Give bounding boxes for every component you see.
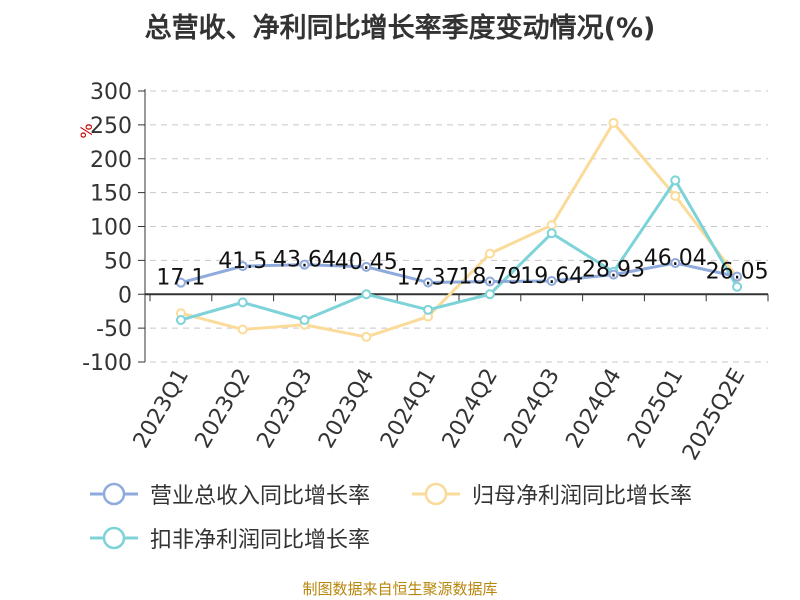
y-tick-label: -50 <box>96 317 132 342</box>
legend-marker-revenue <box>90 482 138 506</box>
legend-item-net-profit[interactable]: 归母净利润同比增长率 <box>410 478 692 510</box>
data-point <box>608 269 619 280</box>
legend-label-deducted-profit: 扣非净利润同比增长率 <box>150 528 371 553</box>
data-point <box>484 276 495 287</box>
data-label: 19.64 <box>520 264 583 289</box>
x-tick-label: 2025Q2E <box>678 365 750 465</box>
y-tick-label: 150 <box>90 182 132 207</box>
data-point <box>237 297 248 308</box>
data-label: 40.45 <box>335 250 398 275</box>
data-point <box>484 289 495 300</box>
grid-lines <box>150 90 768 363</box>
legend-marker-deducted-profit <box>90 526 138 550</box>
legend-item-revenue[interactable]: 营业总收入同比增长率 <box>88 478 370 510</box>
y-tick-label: -100 <box>82 351 132 376</box>
data-point <box>361 289 372 300</box>
data-label: 46.04 <box>644 246 707 271</box>
x-tick-label: 2023Q1 <box>129 365 194 453</box>
y-tick-label: 50 <box>104 249 132 274</box>
x-tick-label: 2024Q2 <box>438 365 503 453</box>
data-point <box>175 277 186 288</box>
y-axis-unit-label: % <box>77 123 96 138</box>
data-point <box>175 314 186 325</box>
data-label: 41.5 <box>218 249 267 274</box>
data-point <box>423 277 434 288</box>
data-point <box>299 259 310 270</box>
legend-label-net-profit: 归母净利润同比增长率 <box>472 484 693 509</box>
data-point <box>732 271 743 282</box>
data-point <box>361 331 372 342</box>
data-label: 43.64 <box>273 248 336 273</box>
data-label: 18.79 <box>458 265 521 290</box>
x-tick-label: 2023Q4 <box>314 365 379 453</box>
data-label: 17.37 <box>397 265 460 290</box>
chart-title: 总营收、净利同比增长率季度变动情况(%) <box>144 13 656 44</box>
y-tick-label: 0 <box>118 283 132 308</box>
x-tick-label: 2023Q3 <box>252 365 317 453</box>
data-point <box>608 117 619 128</box>
data-point <box>670 258 681 269</box>
x-tick-label: 2023Q2 <box>191 365 256 453</box>
y-tick-label: 100 <box>90 216 132 241</box>
series-line <box>180 178 739 322</box>
data-point <box>546 220 557 231</box>
y-tick-label: 300 <box>90 80 132 105</box>
series-line <box>180 121 739 339</box>
data-label: 28.93 <box>582 258 645 283</box>
data-point <box>237 261 248 272</box>
data-point <box>299 314 310 325</box>
legend-label-revenue: 营业总收入同比增长率 <box>150 484 371 509</box>
y-tick-label: 200 <box>90 148 132 173</box>
data-point <box>670 191 681 202</box>
data-point <box>546 275 557 286</box>
data-point <box>237 324 248 335</box>
data-label: 17.1 <box>156 266 205 291</box>
x-tick-label: 2024Q4 <box>561 365 626 453</box>
legend-marker-net-profit <box>412 482 460 506</box>
data-point <box>732 281 743 292</box>
source-footer: 制图数据来自恒生聚源数据库 <box>302 580 498 598</box>
data-labels: 17.1 41.5 43.6440.4517.3718.7919.6428.9346… <box>156 246 768 291</box>
data-point <box>546 228 557 239</box>
data-point <box>670 175 681 186</box>
x-tick-label: 2025Q1 <box>623 365 688 453</box>
x-tick-label: 2024Q3 <box>500 365 565 453</box>
data-point <box>423 304 434 315</box>
y-tick-label: 250 <box>90 114 132 139</box>
data-point <box>361 261 372 272</box>
x-tick-label: 2024Q1 <box>376 364 441 452</box>
legend-item-deducted-profit[interactable]: 扣非净利润同比增长率 <box>88 522 370 554</box>
series-line <box>180 261 738 285</box>
series-lines <box>175 117 743 342</box>
data-label: 26.05 <box>706 260 769 285</box>
data-point <box>484 248 495 259</box>
